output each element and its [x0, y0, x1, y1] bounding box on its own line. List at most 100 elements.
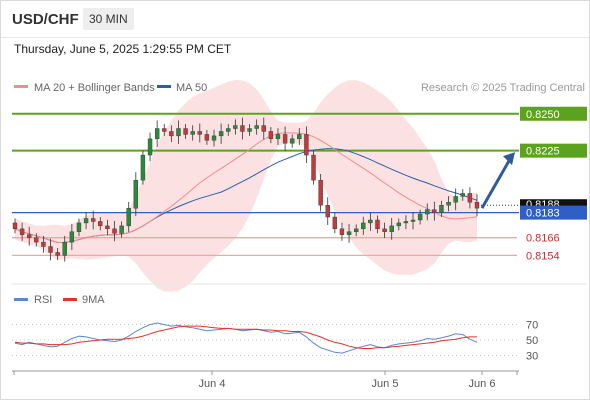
candle-body: [133, 179, 139, 209]
candle-body: [382, 228, 387, 232]
candle-body: [332, 216, 338, 230]
candles: [12, 117, 480, 262]
candle-body: [27, 234, 32, 238]
ma20-legend-swatch: [14, 85, 28, 88]
ma20-legend-label: MA 20 + Bollinger Bands: [34, 82, 155, 94]
rsi-panel: 70 50 30: [12, 320, 538, 362]
candle-body: [126, 207, 131, 227]
symbol-label: USD/CHF: [12, 11, 79, 28]
candle-body: [403, 221, 409, 224]
candle-body: [218, 131, 224, 137]
candle-body: [98, 221, 103, 227]
ma20-line: [14, 132, 478, 243]
candle-body: [233, 125, 238, 129]
candle-body: [275, 134, 281, 140]
timeframe-selector[interactable]: 30 MIN: [83, 8, 134, 30]
candle-body: [154, 128, 160, 140]
legend: MA 20 + Bollinger Bands MA 50 Research ©…: [14, 82, 585, 94]
candle-body: [76, 222, 82, 232]
candle-body: [240, 125, 245, 132]
rsi-legend-label: RSI: [34, 294, 52, 306]
candle-body: [290, 138, 295, 144]
candle-body: [112, 228, 117, 234]
price-levels: [12, 112, 519, 257]
candle-body: [375, 219, 380, 230]
candle-body: [48, 246, 53, 253]
forecast-arrow-shaft: [480, 158, 512, 209]
candle-body: [282, 134, 288, 144]
candle-body: [410, 219, 416, 222]
rsi-tick-label: 30: [526, 350, 538, 362]
candle-body: [169, 131, 174, 137]
resistance-label-box: [520, 106, 587, 121]
candle-body: [41, 241, 46, 247]
candle-body: [460, 193, 465, 197]
candle-body: [425, 209, 430, 215]
candle-body: [311, 154, 316, 181]
x-axis-label: Jun 5: [372, 378, 399, 390]
resistance-label-box: [520, 143, 587, 158]
candle-body: [268, 131, 274, 140]
candle-body: [297, 134, 302, 140]
candle-body: [446, 202, 451, 206]
candle-body: [346, 231, 352, 235]
copyright-text: Research © 2025 Trading Central: [421, 82, 585, 94]
candle-body: [474, 202, 480, 209]
rsi-ma9-line: [14, 325, 477, 349]
ma50-legend-swatch: [157, 85, 171, 88]
bollinger-bands: [15, 79, 477, 292]
candle-body: [432, 209, 437, 213]
rsi-legend-swatch: [14, 298, 28, 301]
ma9-legend-label: 9MA: [82, 294, 105, 306]
candle-body: [12, 222, 18, 230]
forecast-arrow-head: [503, 152, 515, 166]
candle-body: [55, 252, 60, 256]
candle-body: [339, 228, 345, 235]
x-axis-label: Jun 6: [469, 378, 496, 390]
candle-body: [34, 237, 39, 243]
pivot-label-box: [520, 205, 587, 220]
candle-body: [162, 128, 167, 132]
candle-body: [417, 213, 423, 221]
chart-header: USD/CHF 30 MIN: [1, 1, 589, 38]
candle-body: [190, 131, 195, 135]
candle-body: [69, 231, 75, 243]
candle-body: [140, 154, 146, 181]
moving-averages: [14, 132, 478, 243]
last-price-label-box: [520, 199, 587, 211]
resistance-label: 0.8250: [526, 109, 560, 121]
resistance-label: 0.8225: [526, 146, 560, 158]
candle-body: [318, 179, 323, 206]
candle-body: [204, 134, 210, 141]
candle-body: [90, 218, 96, 222]
rsi-tick-label: 70: [526, 320, 538, 332]
ma50-legend-label: MA 50: [176, 82, 207, 94]
ma9-legend-swatch: [63, 298, 77, 301]
candle-body: [467, 193, 473, 203]
candle-body: [389, 225, 394, 232]
support-label: 0.8154: [526, 250, 560, 262]
candle-body: [226, 128, 231, 132]
candle-body: [183, 128, 188, 135]
bollinger-band-area: [15, 79, 477, 292]
candle-body: [353, 228, 359, 232]
candle-body: [119, 225, 124, 234]
candle-body: [105, 225, 110, 230]
pivot-label: 0.8183: [526, 208, 560, 220]
x-axis-label: Jun 4: [199, 378, 226, 390]
candle-body: [62, 241, 67, 256]
timestamp: Thursday, June 5, 2025 1:29:55 PM CET: [14, 42, 232, 56]
rsi-line: [14, 322, 478, 354]
forecast-arrow: [480, 152, 515, 209]
candle-body: [361, 222, 366, 230]
candle-body: [304, 134, 309, 156]
rsi-tick-label: 50: [526, 335, 538, 347]
candle-body: [439, 205, 444, 213]
rsi-legend: RSI 9MA: [14, 294, 105, 306]
candle-body: [147, 138, 153, 156]
support-label: 0.8166: [526, 233, 560, 245]
candle-body: [261, 125, 266, 132]
candle-body: [176, 128, 181, 137]
